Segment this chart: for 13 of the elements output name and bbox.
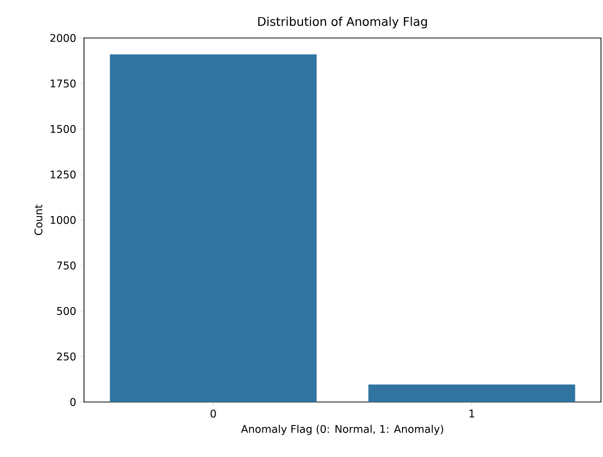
x-axis-title: Anomaly Flag (0: Normal, 1: Anomaly) (241, 424, 444, 435)
y-tick-label: 250 (57, 352, 76, 360)
y-tick-label: 1000 (50, 216, 76, 224)
y-tick-label: 1500 (50, 125, 76, 133)
y-tick-label: 500 (57, 307, 76, 315)
y-tick-label: 750 (57, 262, 76, 270)
chart-title: Distribution of Anomaly Flag (258, 16, 427, 28)
y-axis-title: Count (34, 204, 42, 235)
y-tick-label: 2000 (50, 34, 76, 42)
y-tick-label: 1250 (50, 170, 76, 178)
x-tick-label: 1 (470, 410, 474, 418)
y-tick-label: 1750 (50, 80, 76, 88)
y-tick-label: 0 (70, 398, 76, 406)
